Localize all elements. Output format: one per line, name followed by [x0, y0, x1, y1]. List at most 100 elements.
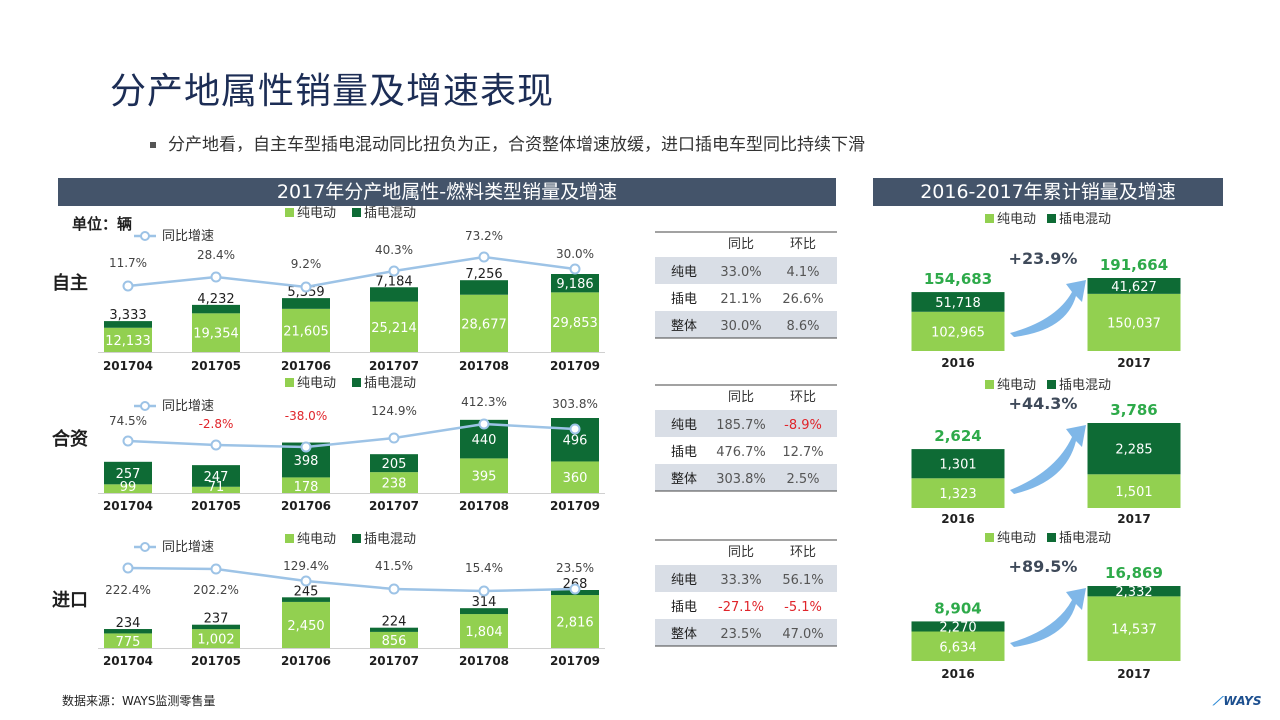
yoy-label: 9.2%: [291, 257, 322, 271]
cum-x-tick-label: 2016: [941, 667, 974, 681]
bar-bev-label: 178: [294, 480, 319, 495]
bar-bev: [282, 477, 330, 493]
bar-phev: [370, 287, 418, 302]
yoy-point: [210, 271, 222, 283]
growth-arrow-icon: [1010, 280, 1086, 337]
yoy-label: 23.5%: [556, 561, 594, 575]
bar-bev: [192, 629, 240, 648]
cum-bar-bev: [911, 478, 1005, 508]
table-row-label: 整体: [671, 627, 697, 642]
cum-bar-phev: [911, 449, 1005, 479]
cum-legend-bev-label: 纯电动: [997, 531, 1036, 546]
legend-phev-swatch: [352, 534, 361, 543]
table-cell-mom: 12.7%: [782, 445, 823, 460]
yoy-label: 41.5%: [375, 559, 413, 573]
x-tick-label: 201704: [103, 359, 153, 373]
table-cell-yoy: 21.1%: [720, 292, 761, 307]
bar-phev-label: 398: [294, 454, 319, 469]
bar-bev: [192, 313, 240, 352]
cum-total-label: 16,869: [1105, 564, 1163, 582]
table-cell-mom: -8.9%: [784, 418, 822, 433]
cum-total-label: 154,683: [924, 270, 992, 288]
cum-legend-phev-swatch: [1047, 214, 1056, 223]
table-cell-mom: -5.1%: [784, 600, 822, 615]
yoy-label: 222.4%: [105, 583, 151, 597]
yoy-label: 74.5%: [109, 414, 147, 428]
bar-phev: [192, 465, 240, 487]
bar-phev-label: 4,232: [197, 292, 234, 307]
yoy-label: 30.0%: [556, 247, 594, 261]
legend-bev-swatch: [285, 378, 294, 387]
bar-bev-label: 360: [563, 471, 588, 486]
table-row-label: 整体: [671, 472, 697, 487]
yoy-label: 412.3%: [461, 395, 507, 409]
legend-line-label: 同比增速: [162, 399, 214, 414]
yoy-label: -2.8%: [199, 417, 234, 431]
ways-logo-icon: ⟋: [1213, 694, 1222, 708]
yoy-point: [122, 562, 134, 574]
cum-x-tick-label: 2017: [1117, 356, 1150, 370]
bar-phev-label: 440: [472, 433, 497, 448]
yoy-point: [210, 563, 222, 575]
bar-bev-label: 395: [472, 470, 497, 485]
yoy-label: 124.9%: [371, 404, 417, 418]
table-header-mom: 环比: [790, 545, 816, 560]
x-tick-label: 201706: [281, 359, 331, 373]
bar-phev-label: 247: [204, 470, 229, 485]
bar-bev: [370, 631, 418, 648]
bar-bev: [370, 472, 418, 493]
yoy-point: [569, 583, 581, 595]
legend-phev-label: 插电混动: [364, 206, 416, 221]
cum-bar-bev: [1087, 596, 1181, 661]
bar-bev: [282, 308, 330, 352]
cum-x-tick-label: 2016: [941, 512, 974, 526]
table-row-label: 插电: [671, 445, 697, 460]
x-tick-label: 201706: [281, 499, 331, 513]
yoy-point: [569, 263, 581, 275]
row-label: 合资: [52, 428, 88, 450]
bar-phev: [192, 624, 240, 630]
table-cell-yoy: 476.7%: [716, 445, 766, 460]
legend-phev-swatch: [352, 208, 361, 217]
bar-bev-label: 21,605: [283, 324, 329, 339]
yoy-point: [122, 435, 134, 447]
legend-bev-swatch: [285, 208, 294, 217]
yoy-label: 11.7%: [109, 256, 147, 270]
table-cell-mom: 56.1%: [782, 573, 823, 588]
cum-bar-phev-label: 1,301: [939, 458, 976, 473]
bar-bev-label: 29,853: [552, 316, 598, 331]
bar-bev: [551, 461, 599, 493]
yoy-label: 28.4%: [197, 248, 235, 262]
bar-phev: [551, 274, 599, 293]
table-cell-yoy: -27.1%: [718, 600, 764, 615]
bar-bev: [460, 614, 508, 648]
cum-total-label: 8,904: [934, 599, 981, 617]
table-row-label: 纯电: [671, 573, 697, 588]
table-cell-yoy: 33.3%: [720, 573, 761, 588]
yoy-point: [478, 585, 490, 597]
x-tick-label: 201705: [191, 654, 241, 668]
cum-bar-phev: [1087, 278, 1181, 294]
bar-bev: [104, 633, 152, 648]
table-row-bg: [655, 257, 837, 284]
bar-phev: [104, 321, 152, 328]
growth-arrow-icon: [1010, 588, 1086, 647]
right-banner: 2016-2017年累计销量及增速: [873, 178, 1223, 206]
legend-line-label: 同比增速: [162, 540, 214, 555]
table-header-yoy: 同比: [728, 545, 754, 560]
table-cell-mom: 8.6%: [786, 319, 819, 334]
cum-total-label: 191,664: [1100, 256, 1168, 274]
x-tick-label: 201707: [369, 499, 419, 513]
cum-legend-bev-label: 纯电动: [997, 378, 1036, 393]
bar-bev: [460, 294, 508, 352]
bar-phev-label: 224: [382, 615, 407, 630]
bar-phev: [104, 629, 152, 634]
cum-bar-phev: [1087, 586, 1181, 597]
bar-phev-label: 7,256: [465, 267, 502, 282]
bar-phev-label: 9,186: [556, 277, 593, 292]
cum-bar-phev-label: 2,332: [1115, 585, 1152, 600]
legend-bev-label: 纯电动: [297, 532, 336, 547]
bar-bev-label: 25,214: [371, 321, 417, 336]
yoy-point: [478, 418, 490, 430]
